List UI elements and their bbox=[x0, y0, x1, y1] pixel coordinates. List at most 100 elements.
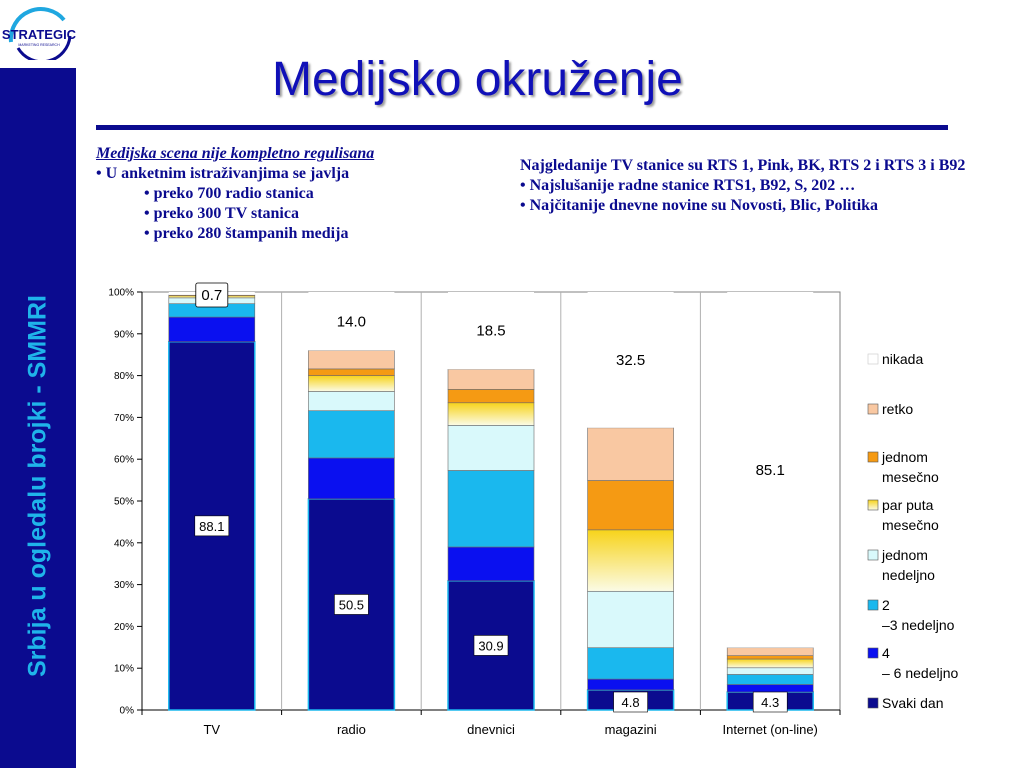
data-label-nikada: 0.7 bbox=[201, 287, 222, 304]
left-sub-bullet: • preko 300 TV stanica bbox=[144, 205, 299, 222]
bar-segment-4--6-nedeljno bbox=[308, 457, 395, 500]
y-tick-label: 50% bbox=[114, 497, 134, 508]
legend-swatch bbox=[867, 549, 879, 561]
title-underline bbox=[96, 125, 948, 130]
legend-label: 2 bbox=[882, 597, 890, 613]
legend-swatch bbox=[867, 451, 879, 463]
bar-segment-jednom-meseno bbox=[308, 368, 395, 376]
bar-segment-4--6-nedeljno bbox=[726, 684, 814, 693]
legend-label: mesečno bbox=[882, 469, 939, 485]
bar-segment-jednom-nedeljno bbox=[308, 391, 395, 412]
bar-segment-jednom-meseno bbox=[726, 655, 814, 660]
bar-segment-2-3-nedeljno bbox=[447, 470, 535, 548]
right-text-block: Najgledanije TV stanice su RTS 1, Pink, … bbox=[520, 156, 1016, 216]
bar-segment-nikada bbox=[448, 292, 534, 370]
legend-label: jednom bbox=[881, 547, 928, 563]
bar-segment-nikada bbox=[587, 292, 674, 428]
legend-label: nedeljno bbox=[882, 567, 935, 583]
legend-label: nikada bbox=[882, 351, 923, 367]
legend-label: jednom bbox=[881, 449, 928, 465]
data-label-svaki-dan: 30.9 bbox=[478, 638, 503, 653]
bar-segment-par-puta-meseno bbox=[308, 375, 395, 392]
x-tick-label: dnevnici bbox=[467, 722, 515, 737]
x-tick-label: TV bbox=[203, 722, 220, 737]
page-title: Medijsko okruženje bbox=[272, 53, 683, 106]
bar-segment-retko bbox=[587, 427, 674, 481]
legend-label: –3 nedeljno bbox=[882, 617, 955, 633]
y-tick-label: 40% bbox=[114, 538, 134, 549]
y-tick-label: 30% bbox=[114, 580, 134, 591]
legend-label: Svaki dan bbox=[882, 695, 943, 711]
data-label-box bbox=[752, 691, 788, 713]
data-label-box bbox=[195, 282, 229, 308]
y-tick-label: 80% bbox=[114, 371, 134, 382]
data-label-svaki-dan: 88.1 bbox=[199, 519, 224, 534]
bar-segment-jednom-meseno bbox=[587, 480, 674, 531]
bar-segment-Svaki-dan bbox=[447, 580, 535, 711]
legend-label: par puta bbox=[882, 497, 934, 513]
right-text-line: • Najslušanije radne stanice RTS1, B92, … bbox=[520, 177, 856, 194]
svg-text:STRATEGIC: STRATEGIC bbox=[2, 27, 76, 42]
data-label-svaki-dan: 4.3 bbox=[761, 695, 779, 710]
legend-swatch bbox=[867, 353, 879, 365]
y-tick-label: 20% bbox=[114, 622, 134, 633]
bar-segment-4--6-nedeljno bbox=[168, 316, 256, 343]
y-tick-label: 100% bbox=[108, 288, 134, 299]
left-sub-bullet: • preko 700 radio stanica bbox=[144, 185, 314, 202]
bar-segment-par-puta-meseno bbox=[587, 529, 674, 592]
bar-segment-4--6-nedeljno bbox=[587, 678, 674, 691]
legend-label: 4 bbox=[882, 645, 890, 661]
data-label-svaki-dan: 50.5 bbox=[339, 597, 364, 612]
legend-swatch bbox=[867, 499, 879, 511]
right-text-line: Najgledanije TV stanice su RTS 1, Pink, … bbox=[520, 157, 966, 174]
bar-segment-2-3-nedeljno bbox=[726, 674, 814, 685]
legend-swatch bbox=[867, 599, 879, 611]
legend-label: retko bbox=[882, 401, 913, 417]
bar-segment-nikada bbox=[727, 292, 814, 648]
y-tick-label: 0% bbox=[120, 706, 135, 717]
y-tick-label: 90% bbox=[114, 329, 134, 340]
bar-segment-nikada bbox=[308, 292, 395, 351]
left-sub-bullet: • preko 280 štampanih medija bbox=[144, 225, 349, 242]
data-label-box bbox=[613, 691, 648, 713]
y-tick-label: 60% bbox=[114, 455, 134, 466]
bar-segment-2-3-nedeljno bbox=[308, 410, 395, 459]
bar-segment-2-3-nedeljno bbox=[587, 647, 674, 680]
bar-segment-jednom-nedeljno bbox=[726, 667, 814, 675]
data-label-svaki-dan: 4.8 bbox=[622, 695, 640, 710]
data-label-box bbox=[473, 635, 509, 656]
y-tick-label: 70% bbox=[114, 413, 134, 424]
bar-segment-retko bbox=[447, 369, 535, 390]
legend-label: – 6 nedeljno bbox=[882, 665, 959, 681]
left-heading: Medijska scena nije kompletno regulisana bbox=[96, 145, 375, 162]
bar-segment-retko bbox=[726, 647, 814, 656]
left-bullet-main: • U anketnim istraživanjima se javlja bbox=[96, 165, 350, 182]
data-label-nikada: 32.5 bbox=[616, 352, 645, 369]
bar-segment-retko bbox=[308, 350, 395, 370]
bar-segment-jednom-nedeljno bbox=[447, 425, 535, 471]
data-label-box bbox=[334, 594, 369, 615]
sidebar-band: Srbija u ogledalu brojki - SMMRI bbox=[0, 68, 76, 768]
stacked-bar-chart: 0% 10% 20% 30% 40% 50% 60% 70% 80% 90% 100% TV radio… bbox=[108, 282, 959, 737]
x-tick-label: Internet (on-line) bbox=[723, 722, 818, 737]
data-label-nikada: 18.5 bbox=[476, 323, 505, 340]
strategic-logo: STRATEGIC MARKETING RESEARCH bbox=[2, 7, 76, 60]
x-tick-label: magazini bbox=[605, 722, 657, 737]
x-tick-label: radio bbox=[337, 722, 366, 737]
bar-segment-4--6-nedeljno bbox=[447, 546, 535, 582]
sidebar-title: Srbija u ogledalu brojki - SMMRI bbox=[23, 295, 52, 677]
left-text-block: Medijska scena nije kompletno regulisana… bbox=[96, 144, 476, 244]
data-label-box bbox=[194, 515, 230, 537]
legend-swatch bbox=[867, 647, 879, 659]
bar-segment-par-puta-meseno bbox=[726, 658, 814, 669]
y-tick-label: 10% bbox=[114, 664, 134, 675]
bar-segment-jednom-nedeljno bbox=[587, 590, 674, 649]
bar-segment-par-puta-meseno bbox=[447, 402, 535, 426]
legend-swatch bbox=[867, 697, 879, 709]
data-label-nikada: 14.0 bbox=[337, 313, 366, 330]
data-label-nikada: 85.1 bbox=[756, 462, 785, 479]
legend-swatch bbox=[867, 403, 879, 415]
legend-label: mesečno bbox=[882, 517, 939, 533]
svg-text:MARKETING RESEARCH: MARKETING RESEARCH bbox=[18, 43, 60, 47]
bar-segment-jednom-meseno bbox=[447, 389, 535, 404]
